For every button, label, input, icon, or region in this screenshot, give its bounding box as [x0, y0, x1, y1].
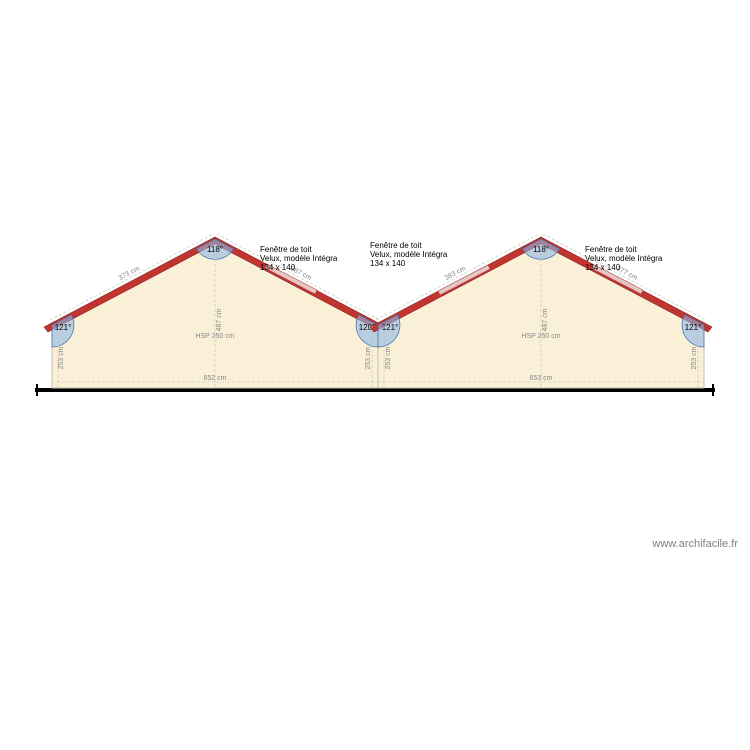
callout-line2: Velux, modèle Intégra [260, 254, 337, 263]
hsp-b: HSP 250 cm [521, 333, 560, 340]
dim-wall-h-b-left: 253 cm [385, 346, 392, 369]
angle-a-left-eave-label: 121° [55, 323, 72, 332]
callout-line1: Fenêtre de toit [260, 245, 337, 254]
callout-velux-b-right: Fenêtre de toit Velux, modèle Intégra 13… [585, 245, 662, 273]
dim-total-h-b: 487 cm [542, 308, 549, 331]
callout-line2: Velux, modèle Intégra [370, 250, 447, 259]
callout-line3: 134 x 140 [370, 259, 447, 268]
dim-base-a: 652 cm [204, 375, 227, 382]
callout-line1: Fenêtre de toit [585, 245, 662, 254]
dim-wall-h-a-right: 253 cm [365, 346, 372, 369]
angle-b-right-eave-label: 121° [685, 323, 702, 332]
dim-wall-h-a-left: 253 cm [58, 346, 65, 369]
callout-line2: Velux, modèle Intégra [585, 254, 662, 263]
callout-line1: Fenêtre de toit [370, 241, 447, 250]
dim-base-b: 653 cm [530, 375, 553, 382]
watermark: www.archifacile.fr [652, 538, 738, 550]
elevation-diagram: 121° 118° 120° 121° 118° 121° [0, 0, 750, 750]
hsp-a: HSP 250 cm [195, 333, 234, 340]
callout-line3: 134 x 140 [260, 263, 337, 272]
callout-velux-a: Fenêtre de toit Velux, modèle Intégra 13… [260, 245, 337, 273]
dim-total-h-a: 487 cm [216, 308, 223, 331]
callout-velux-b-left: Fenêtre de toit Velux, modèle Intégra 13… [370, 241, 447, 269]
dim-wall-h-b-right: 253 cm [691, 346, 698, 369]
callout-line3: 134 x 140 [585, 263, 662, 272]
